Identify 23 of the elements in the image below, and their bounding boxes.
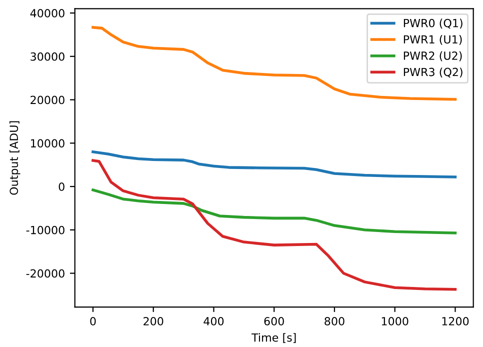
y-tick-label: 0 (58, 182, 64, 191)
y-tick-label: -10000 (26, 226, 64, 234)
x-tick-label: 600 (264, 317, 284, 326)
x-tick-label: 800 (324, 317, 344, 326)
line-series (92, 159, 457, 291)
line-series (92, 150, 457, 178)
x-tick-label: 1200 (442, 317, 469, 326)
legend-label: PWR0 (Q1) (404, 18, 462, 29)
y-tick-label: -20000 (26, 269, 64, 278)
x-tick-label: 1000 (382, 317, 408, 326)
y-tick-label: 30000 (30, 52, 64, 61)
x-axis-title: Time [s] (251, 333, 296, 344)
x-tick-label: 0 (90, 317, 96, 326)
y-tick-label: 40000 (30, 8, 64, 18)
y-tick-label: 20000 (30, 96, 64, 104)
y-tick-label: 10000 (31, 139, 64, 148)
legend-label: PWR1 (U1) (404, 34, 462, 45)
x-tick-label: 400 (204, 317, 224, 326)
legend-label: PWR3 (Q2) (404, 68, 462, 78)
x-tick-label: 200 (144, 317, 164, 326)
legend-label: PWR2 (U2) (404, 51, 462, 62)
y-axis-title: Output [ADU] (9, 121, 20, 195)
line-series (92, 188, 457, 234)
